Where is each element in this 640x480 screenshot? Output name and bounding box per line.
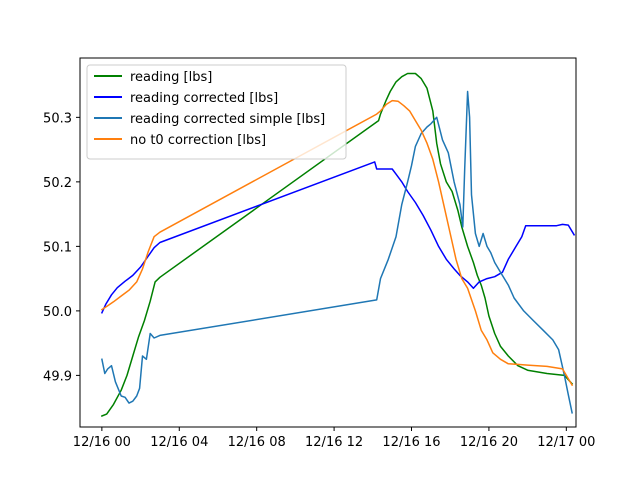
x-axis: 12/16 00 12/16 04 12/16 08 12/16 12 12/16 16… — [73, 427, 595, 450]
x-tick-label: 12/16 08 — [228, 435, 286, 450]
y-tick-label: 50.0 — [43, 305, 72, 320]
y-tick-label: 50.1 — [43, 240, 72, 255]
series-line-1 — [100, 72, 574, 417]
legend-label: reading corrected [lbs] — [130, 91, 278, 106]
y-tick-label: 49.9 — [43, 369, 72, 384]
x-tick-label: 12/17 00 — [537, 435, 595, 450]
legend-label: reading [lbs] — [130, 70, 212, 85]
series-layer — [100, 72, 576, 417]
series-line-2 — [100, 161, 576, 314]
x-tick-label: 12/16 04 — [150, 435, 208, 450]
series-line-4 — [100, 99, 574, 387]
y-tick-label: 50.2 — [43, 176, 72, 191]
legend-label: reading corrected simple [lbs] — [130, 112, 325, 127]
x-tick-label: 12/16 12 — [305, 435, 363, 450]
x-tick-label: 12/16 00 — [73, 435, 131, 450]
legend: reading [lbs] reading corrected [lbs] read… — [86, 64, 347, 160]
x-tick-label: 12/16 20 — [460, 435, 518, 450]
series-line-3 — [101, 90, 573, 414]
legend-label: no t0 correction [lbs] — [130, 133, 266, 148]
plot-frame — [79, 57, 577, 428]
x-tick-label: 12/16 16 — [382, 435, 440, 450]
y-axis: 49.9 50.0 50.1 50.2 50.3 — [43, 111, 80, 384]
legend-box — [86, 64, 347, 160]
y-tick-label: 50.3 — [43, 111, 72, 126]
